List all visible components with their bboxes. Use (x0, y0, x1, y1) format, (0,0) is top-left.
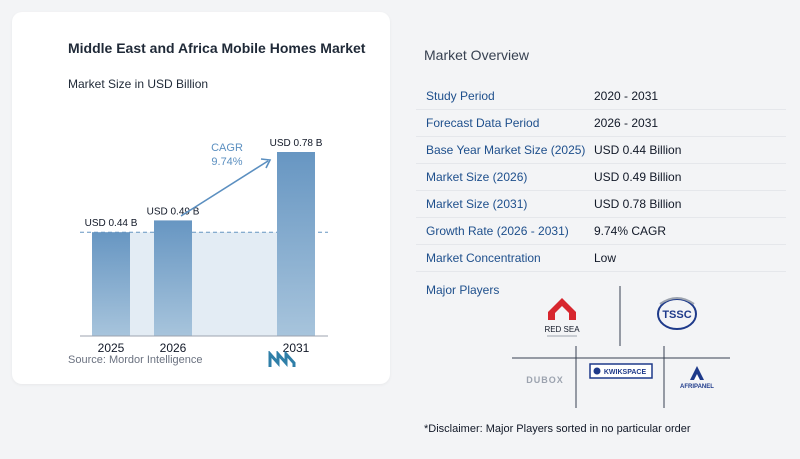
cagr-arrow (180, 158, 272, 217)
overview-row: Base Year Market Size (2025) USD 0.44 Bil… (416, 137, 786, 164)
overview-row: Study Period 2020 - 2031 (416, 83, 786, 110)
overview-label: Study Period (426, 89, 495, 103)
data-label-2031: USD 0.78 B (270, 138, 323, 149)
cagr-value: 9.74% (211, 156, 242, 168)
bar-2031 (277, 152, 315, 336)
overview-row: Growth Rate (2026 - 2031) 9.74% CAGR (416, 218, 786, 245)
overview-row: Market Size (2031) USD 0.78 Billion (416, 191, 786, 218)
overview-row: Market Concentration Low (416, 245, 786, 272)
bar-2026 (154, 220, 192, 336)
x-tick-2026: 2026 (160, 341, 187, 355)
overview-row: Market Size (2026) USD 0.49 Billion (416, 164, 786, 191)
data-label-2026: USD 0.49 B (147, 206, 200, 217)
tssc-logo-text: TSSC (662, 309, 691, 321)
market-size-chart: USD 0.44 B 2025 USD 0.49 B 2026 USD 0.78 B 20… (80, 138, 328, 355)
cagr-label: CAGR (211, 142, 243, 154)
overview-label: Growth Rate (2026 - 2031) (426, 224, 569, 238)
bar-2025 (92, 232, 130, 336)
overview-value: USD 0.44 Billion (594, 143, 682, 157)
overview-value: USD 0.78 Billion (594, 197, 682, 211)
source-note: Source: Mordor Intelligence (68, 354, 203, 366)
overview-row: Forecast Data Period 2026 - 2031 (416, 110, 786, 137)
x-tick-2031: 2031 (283, 341, 310, 355)
major-players-grid: RED SEA TSSC DUBOX KWIKSPACE AFRIPANEL (512, 286, 730, 408)
overview-value: USD 0.49 Billion (594, 170, 682, 184)
overview-value: Low (594, 251, 617, 265)
overview-label: Market Concentration (426, 251, 541, 265)
chart-title: Middle East and Africa Mobile Homes Mark… (68, 40, 366, 56)
afripanel-logo: AFRIPANEL (680, 366, 714, 390)
overview-title: Market Overview (424, 47, 530, 63)
kwikspace-logo-text: KWIKSPACE (604, 369, 647, 376)
overview-value: 2020 - 2031 (594, 89, 659, 103)
overview-value: 9.74% CAGR (594, 224, 667, 238)
overview-label: Base Year Market Size (2025) (426, 143, 586, 157)
data-label-2025: USD 0.44 B (85, 218, 138, 229)
red-sea-logo-text: RED SEA (544, 325, 580, 334)
x-tick-2025: 2025 (98, 341, 125, 355)
overview-value: 2026 - 2031 (594, 116, 659, 130)
overview-label: Market Size (2031) (426, 197, 528, 211)
disclaimer: *Disclaimer: Major Players sorted in no … (424, 423, 691, 435)
afripanel-logo-text: AFRIPANEL (680, 384, 714, 390)
kwikspace-logo: KWIKSPACE (589, 363, 653, 379)
tssc-logo: TSSC (657, 297, 697, 330)
red-sea-logo: RED SEA (544, 298, 580, 337)
major-players-title: Major Players (426, 283, 500, 297)
mordor-logo-icon (268, 351, 296, 367)
overview-label: Forecast Data Period (426, 116, 540, 130)
chart-subtitle: Market Size in USD Billion (68, 77, 209, 91)
overview-label: Market Size (2026) (426, 170, 528, 184)
overview-table: Study Period 2020 - 2031 Forecast Data Pe… (416, 83, 786, 272)
dubox-logo: DUBOX (526, 375, 564, 385)
